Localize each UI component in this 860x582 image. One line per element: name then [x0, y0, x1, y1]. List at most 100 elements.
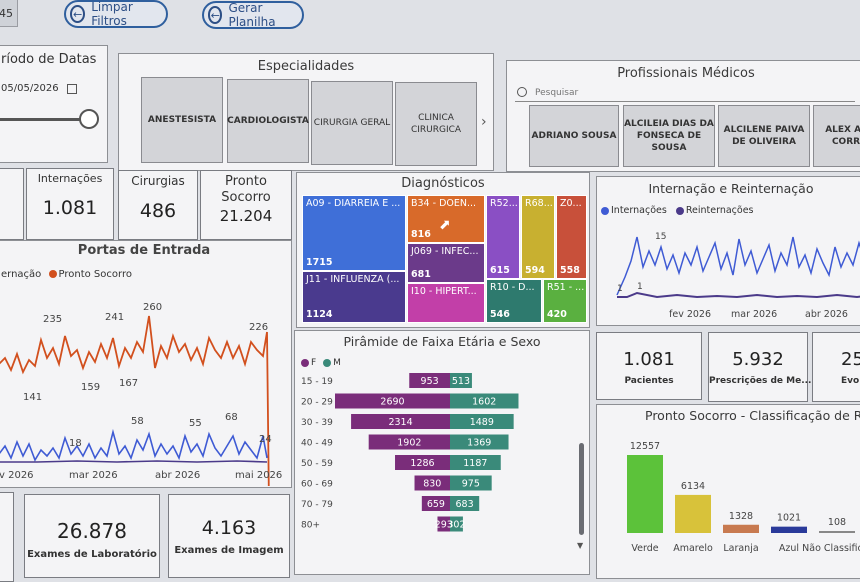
kpi-exames-imagem: 4.163 Exames de Imagem — [168, 494, 290, 578]
data-label: 953 — [421, 376, 439, 387]
diagnosticos-panel: Diagnósticos A09 - DIARREIA E ... 1715 J1… — [296, 172, 590, 328]
data-label: 260 — [143, 302, 162, 313]
kpi-pacientes: 1.081 Pacientes — [596, 332, 702, 400]
data-label: 167 — [119, 378, 138, 389]
y-tick: 15 - 19 — [301, 377, 333, 387]
reinternacao-title: Internação e Reinternação — [648, 181, 814, 196]
kpi-partial — [0, 168, 24, 240]
treemap-cell[interactable]: A09 - DIARREIA E ... 1715 — [302, 195, 406, 271]
data-label: 302 — [447, 520, 465, 531]
search-underline — [515, 101, 855, 102]
y-tick: 70 - 79 — [301, 500, 333, 510]
x-tick: Não Classific... — [802, 543, 860, 554]
data-label: 2314 — [388, 417, 412, 428]
classificacao-chart: 12557 Verde 6134 Amarelo 1328 Laranja 1021 Azul… — [627, 441, 860, 554]
specialty-tile[interactable]: CARDIOLOGISTA — [227, 79, 309, 163]
data-label: 293 — [435, 520, 453, 531]
date-period-panel: ríodo de Datas 05/05/2026 — [0, 45, 108, 163]
treemap-cell[interactable]: J11 - INFLUENZA (... 1124 — [302, 271, 406, 323]
data-label: 68 — [225, 412, 238, 423]
data-label: 1286 — [410, 458, 434, 469]
pyramid-bar-f — [351, 414, 450, 429]
professional-tile[interactable]: ALCILENE PAIVA DE OLIVEIRA — [718, 105, 810, 167]
x-tick: fev 2026 — [669, 309, 711, 320]
x-tick: Azul — [779, 543, 799, 554]
data-label: 15 — [655, 232, 666, 242]
data-label: 1902 — [397, 438, 421, 449]
reinternacao-series-reinternacoes — [617, 291, 860, 299]
data-label: 683 — [456, 499, 474, 510]
bar — [819, 531, 855, 533]
treemap-cell[interactable]: R51 - ... 420 — [543, 279, 587, 323]
y-tick: 60 - 69 — [301, 480, 333, 490]
pyramid-bar-f — [437, 516, 450, 532]
treemap-cell[interactable]: J069 - INFEC... 681 — [407, 243, 485, 283]
data-label: 55 — [189, 418, 202, 429]
x-tick: mar 2026 — [69, 470, 118, 481]
pyramid-bar-m — [450, 434, 509, 450]
y-tick: 50 - 59 — [301, 459, 333, 469]
treemap-cell[interactable]: I10 - HIPERT... — [407, 283, 485, 323]
generate-sheet-button[interactable]: ← Gerar Planilha — [202, 1, 304, 29]
date-slider-handle[interactable] — [79, 109, 99, 129]
portas-series-internacao — [0, 428, 268, 462]
scroll-down-icon[interactable]: ▼ — [577, 541, 584, 550]
cursor-icon: ⬈ — [439, 217, 451, 233]
kpi-pronto-socorro: Pronto Socorro 21.204 — [200, 170, 292, 240]
kpi-exames-laboratorio: 26.878 Exames de Laboratório — [24, 494, 160, 578]
data-label: 226 — [249, 322, 268, 333]
kpi-prescricoes: 5.932 Prescrições de Me... — [708, 332, 811, 402]
x-tick: Amarelo — [673, 543, 713, 554]
pyramid-bar-m — [450, 414, 514, 429]
data-label: 830 — [423, 479, 441, 490]
specialty-tile[interactable]: CLINICA CIRURGICA — [395, 82, 477, 166]
data-label: 1328 — [729, 511, 753, 522]
professional-tile[interactable]: ALEX AL CORR — [813, 105, 860, 167]
calendar-icon[interactable] — [67, 84, 77, 94]
classificacao-panel: Pronto Socorro - Classificação de Ris 12… — [596, 404, 860, 579]
portas-series-base — [0, 460, 268, 463]
x-tick: abr 2026 — [155, 470, 200, 481]
treemap-cell[interactable]: Z0... 558 — [556, 195, 587, 279]
data-label: 18 — [69, 438, 82, 449]
diagnosticos-title: Diagnósticos — [401, 176, 485, 191]
scrollbar[interactable] — [579, 443, 584, 535]
reinternacao-panel: Internação e Reinternação Internações Re… — [596, 176, 860, 326]
data-label: 159 — [81, 382, 100, 393]
treemap-cell[interactable]: R68... 594 — [521, 195, 555, 279]
date-slider-track[interactable] — [0, 118, 87, 121]
data-label: 58 — [131, 416, 144, 427]
classificacao-title: Pronto Socorro - Classificação de Ris — [645, 408, 860, 423]
legend-dot — [323, 358, 332, 367]
legend-dot — [48, 270, 57, 278]
chevron-right-icon[interactable]: › — [481, 114, 487, 130]
pyramid-bar-f — [335, 393, 450, 409]
specialty-tile[interactable]: ANESTESISTA — [141, 77, 223, 163]
search-icon — [517, 87, 527, 97]
pyramid-bar-f — [409, 373, 450, 388]
data-label: 241 — [105, 312, 124, 323]
date-period-title: ríodo de Datas — [1, 52, 97, 67]
pyramid-bar-m — [450, 516, 463, 532]
data-label: 141 — [23, 392, 42, 403]
legend-dot — [301, 358, 309, 367]
x-tick: abr 2026 — [805, 309, 848, 320]
portas-legend: ernação Pronto Socorro — [1, 269, 132, 280]
date-value[interactable]: 05/05/2026 — [1, 83, 59, 94]
back-arrow-icon: ← — [208, 6, 223, 24]
piramide-chart: 15 - 19 953 513 20 - 29 2690 1602 30 - 39 2314 1… — [301, 373, 519, 532]
clear-filters-button[interactable]: ← Limpar Filtros — [64, 0, 168, 28]
search-input[interactable] — [533, 84, 837, 102]
data-label: 2690 — [380, 397, 404, 408]
treemap-cell[interactable]: R10 - D... 546 — [486, 279, 542, 323]
data-label: 108 — [828, 517, 846, 528]
professional-tile[interactable]: ADRIANO SOUSA — [529, 105, 619, 167]
data-label: 1 — [637, 282, 643, 292]
specialties-title: Especialidades — [257, 59, 355, 74]
specialty-tile[interactable]: CIRURGIA GERAL — [311, 81, 393, 165]
treemap-cell[interactable]: B34 - DOEN... 816 — [407, 195, 485, 243]
bar — [627, 455, 663, 533]
professional-tile[interactable]: ALCILEIA DIAS DA FONSECA DE SOUSA — [623, 105, 715, 167]
treemap-cell[interactable]: R52... 615 — [486, 195, 520, 279]
legend-dot — [601, 206, 609, 215]
